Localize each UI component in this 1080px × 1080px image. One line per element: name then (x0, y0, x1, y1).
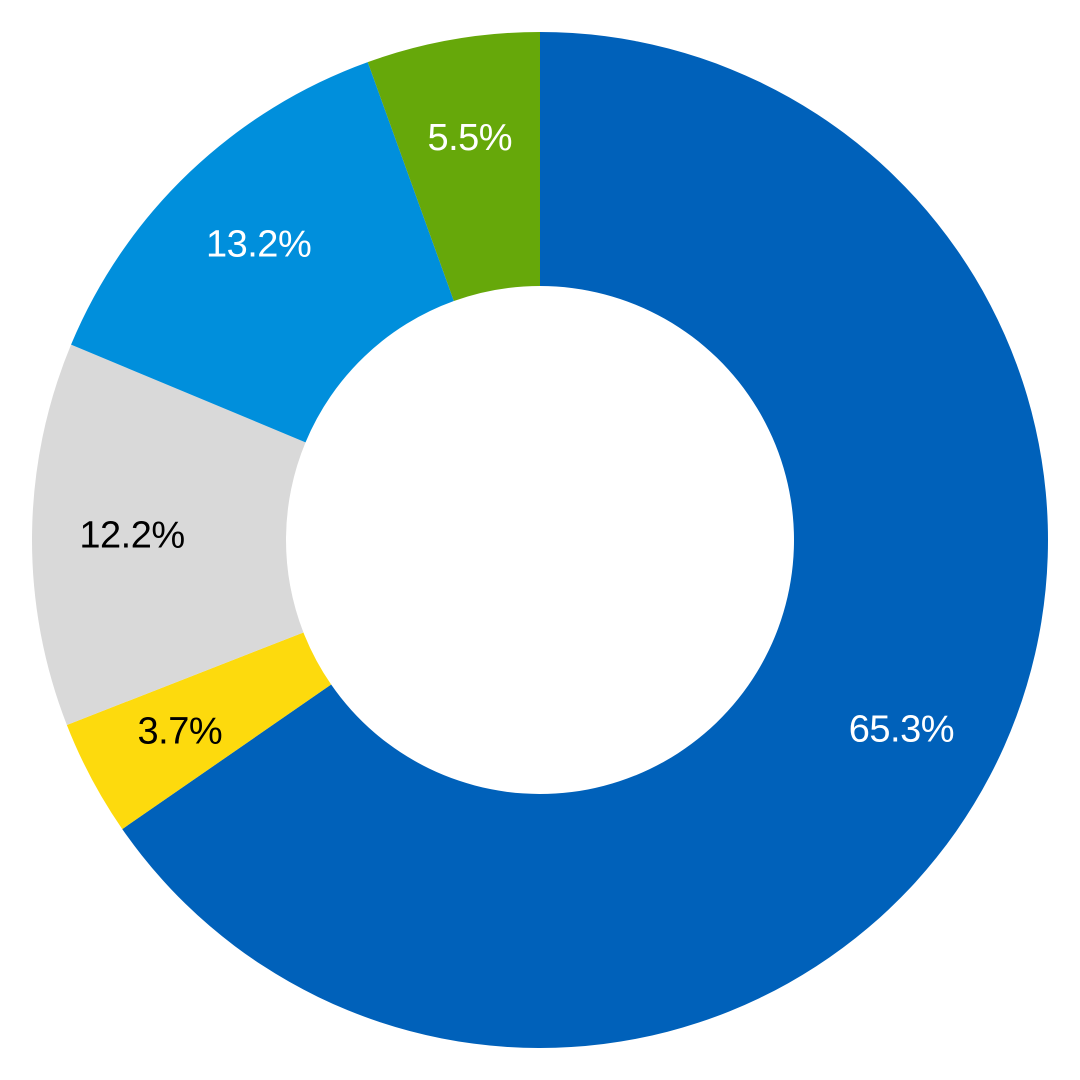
slice-label-1: 3.7% (138, 711, 223, 753)
slice-label-2: 12.2% (79, 515, 184, 557)
slice-label-3: 13.2% (206, 224, 311, 266)
slice-1 (66, 632, 332, 830)
slices-layer (31, 32, 1049, 1048)
labels-layer: 65.3% 3.7% 12.2% 13.2% 5.5% (79, 117, 954, 753)
slice-label-4: 5.5% (427, 117, 512, 159)
slice-0 (122, 32, 1049, 1048)
slice-3 (71, 62, 454, 443)
slice-2 (31, 344, 306, 725)
slice-label-0: 65.3% (849, 708, 954, 750)
slice-4 (367, 32, 540, 302)
